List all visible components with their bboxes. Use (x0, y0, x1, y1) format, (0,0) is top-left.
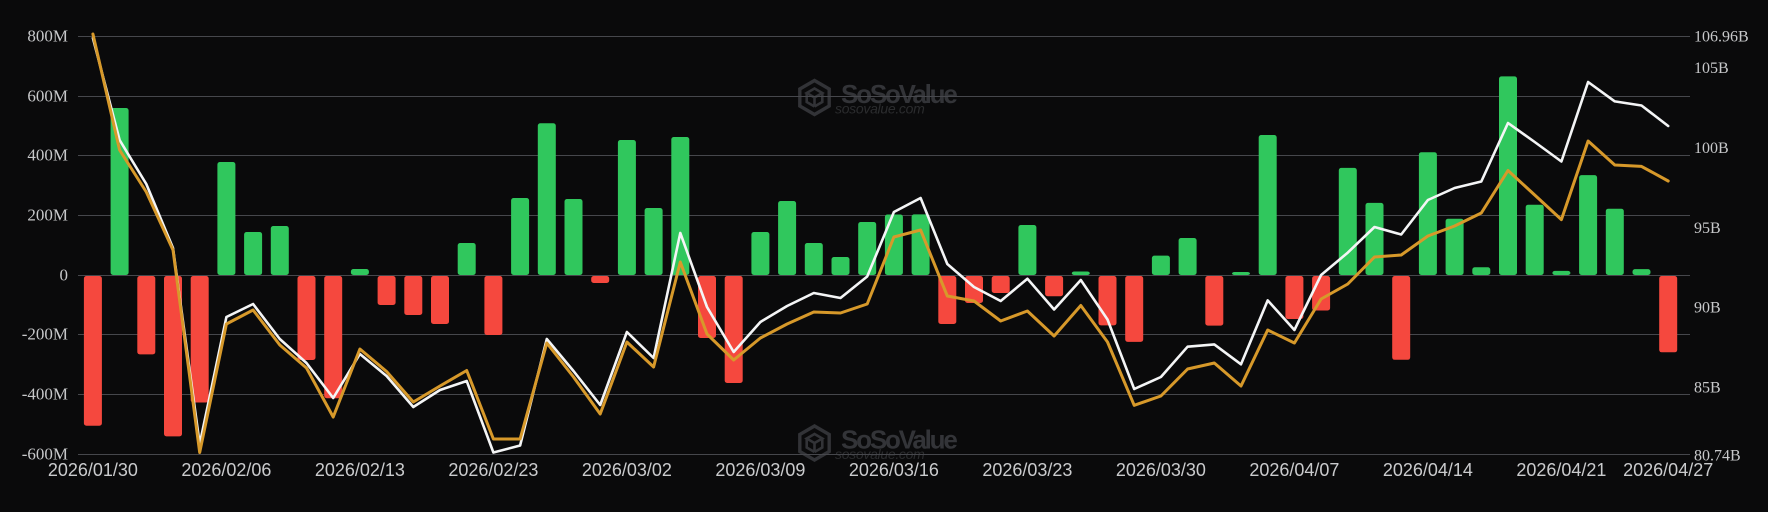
svg-text:800M: 800M (27, 27, 68, 46)
svg-text:2026/02/06: 2026/02/06 (181, 460, 271, 480)
svg-text:106.96B: 106.96B (1694, 29, 1749, 46)
svg-text:2026/04/07: 2026/04/07 (1249, 460, 1339, 480)
svg-text:-200M: -200M (22, 325, 68, 344)
svg-text:2026/01/30: 2026/01/30 (48, 460, 138, 480)
svg-text:2026/03/30: 2026/03/30 (1116, 460, 1206, 480)
svg-text:95B: 95B (1694, 220, 1721, 237)
svg-text:-600M: -600M (22, 445, 68, 464)
svg-text:2026/04/27: 2026/04/27 (1623, 460, 1713, 480)
svg-text:2026/03/09: 2026/03/09 (715, 460, 805, 480)
svg-text:0: 0 (60, 266, 69, 285)
svg-text:100B: 100B (1694, 140, 1729, 157)
svg-text:105B: 105B (1694, 60, 1729, 77)
svg-text:sosovalue.com: sosovalue.com (835, 446, 925, 462)
svg-text:sosovalue.com: sosovalue.com (835, 100, 925, 116)
svg-text:600M: 600M (27, 87, 68, 106)
svg-text:2026/02/13: 2026/02/13 (315, 460, 405, 480)
svg-text:-400M: -400M (22, 385, 68, 404)
svg-text:400M: 400M (27, 146, 68, 165)
svg-text:2026/03/23: 2026/03/23 (982, 460, 1072, 480)
svg-text:2026/04/21: 2026/04/21 (1516, 460, 1606, 480)
svg-text:80.74B: 80.74B (1694, 448, 1741, 465)
svg-text:2026/03/02: 2026/03/02 (582, 460, 672, 480)
svg-text:2026/03/16: 2026/03/16 (849, 460, 939, 480)
svg-text:SoSoValue: SoSoValue (841, 79, 957, 109)
svg-text:2026/02/23: 2026/02/23 (448, 460, 538, 480)
svg-text:SoSoValue: SoSoValue (841, 425, 957, 455)
svg-text:200M: 200M (27, 206, 68, 225)
svg-text:90B: 90B (1694, 300, 1721, 317)
svg-text:2026/04/14: 2026/04/14 (1383, 460, 1473, 480)
svg-text:85B: 85B (1694, 380, 1721, 397)
